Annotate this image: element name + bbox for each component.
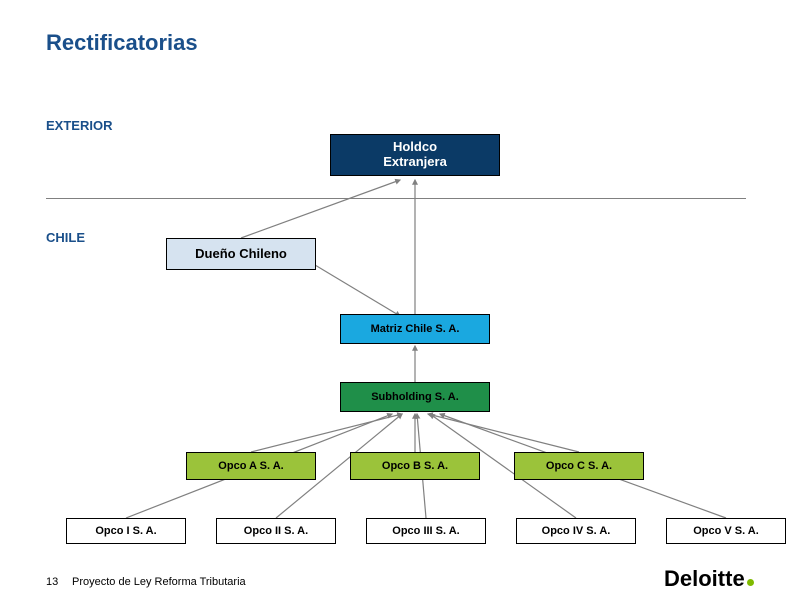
footer-page-number: 13 xyxy=(46,576,58,588)
deloitte-logo-text: Deloitte xyxy=(664,566,745,592)
node-subhold: Subholding S. A. xyxy=(340,382,490,412)
label-chile: CHILE xyxy=(46,230,85,245)
node-opco-b: Opco B S. A. xyxy=(350,452,480,480)
node-opco-ii: Opco II S. A. xyxy=(216,518,336,544)
node-matriz: Matriz Chile S. A. xyxy=(340,314,490,344)
node-holdco-line2: Extranjera xyxy=(383,155,447,170)
node-holdco: Holdco Extranjera xyxy=(330,134,500,176)
deloitte-logo-dot xyxy=(747,579,754,586)
node-opco-i: Opco I S. A. xyxy=(66,518,186,544)
slide-title: Rectificatorias xyxy=(46,30,198,56)
label-exterior: EXTERIOR xyxy=(46,118,112,133)
section-divider xyxy=(46,198,746,199)
node-opco-iii: Opco III S. A. xyxy=(366,518,486,544)
node-opco-iv: Opco IV S. A. xyxy=(516,518,636,544)
node-opco-v: Opco V S. A. xyxy=(666,518,786,544)
slide-root: Rectificatorias EXTERIOR CHILE Holdco Ex… xyxy=(0,0,792,612)
node-holdco-line1: Holdco xyxy=(383,140,447,155)
node-dueno: Dueño Chileno xyxy=(166,238,316,270)
node-opco-a: Opco A S. A. xyxy=(186,452,316,480)
footer-caption: Proyecto de Ley Reforma Tributaria xyxy=(72,576,246,588)
node-opco-c: Opco C S. A. xyxy=(514,452,644,480)
deloitte-logo: Deloitte xyxy=(664,566,754,592)
